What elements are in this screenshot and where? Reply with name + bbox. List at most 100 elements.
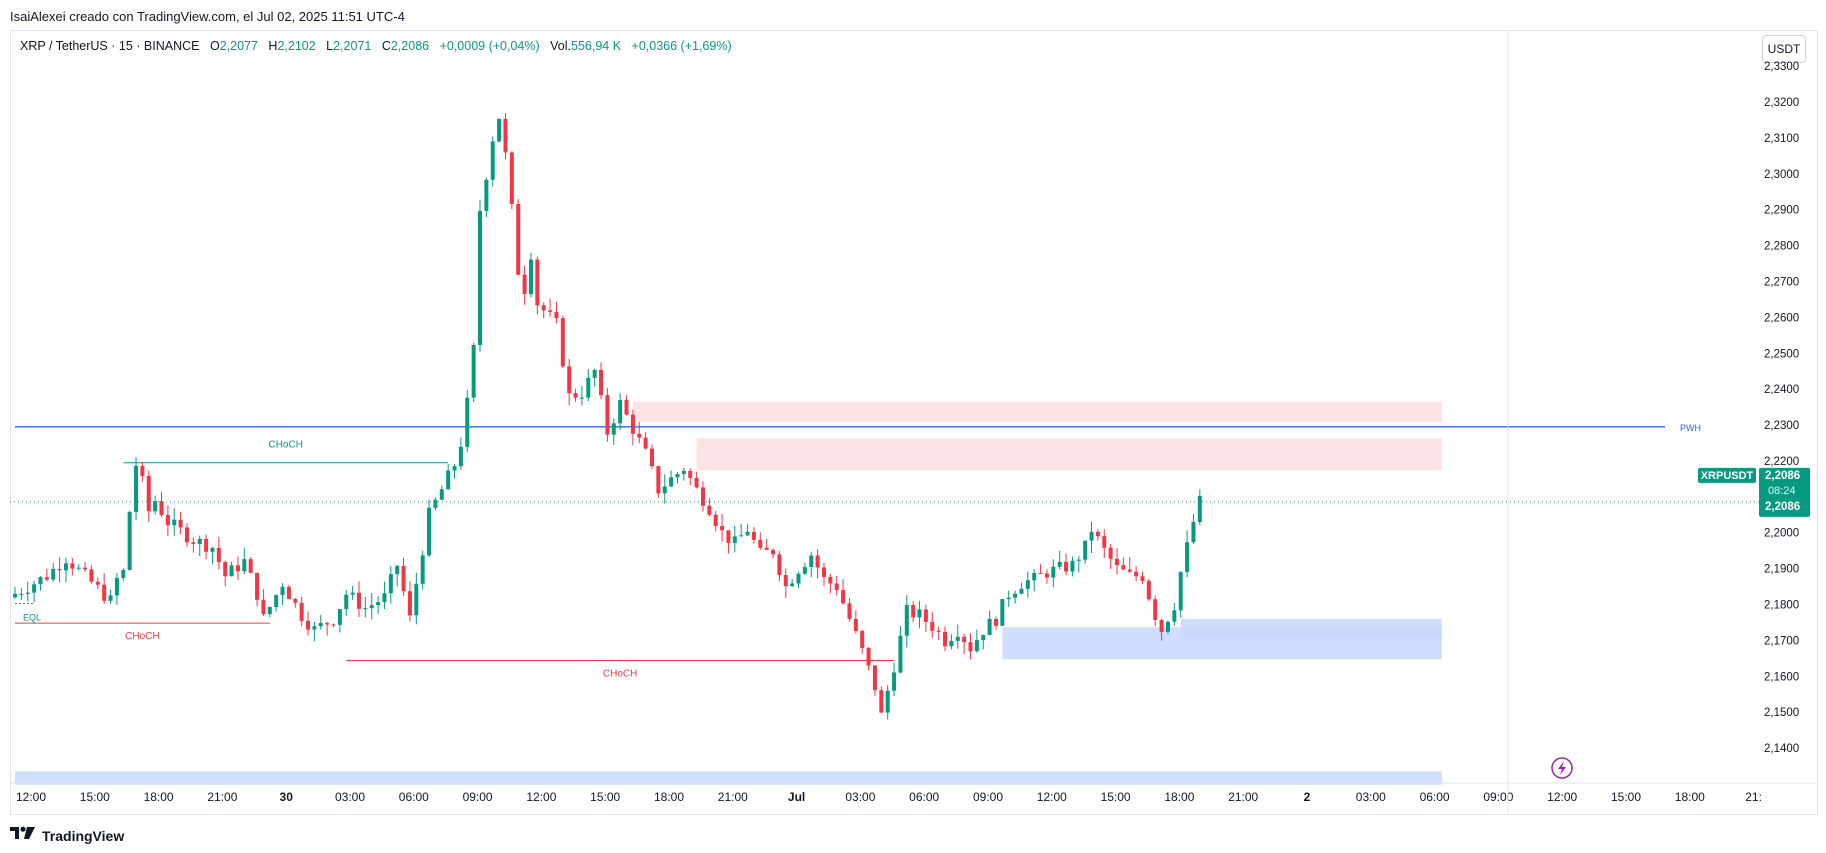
candle-body-14 (102, 584, 107, 601)
x-tick-label: 06:00 (399, 790, 429, 804)
y-tick-label: 2,2800 (1764, 241, 1799, 253)
candle-body-101 (656, 466, 661, 494)
candle-body-171 (1102, 536, 1107, 548)
candle-body-125 (809, 555, 814, 568)
candle-body-120 (777, 554, 782, 575)
x-tick-label: 12:00 (16, 790, 46, 804)
last-price-label: 2,2086 (1765, 470, 1800, 482)
candle-body-126 (815, 555, 820, 568)
currency-selector[interactable]: USDT (1762, 35, 1806, 63)
candle-body-161 (1038, 572, 1043, 574)
candle-body-166 (1070, 560, 1075, 572)
candle-body-110 (713, 514, 718, 527)
candle-body-103 (669, 477, 674, 487)
candle-body-95 (618, 400, 623, 424)
x-tick-label: 09:00 (1483, 790, 1513, 804)
candle-body-89 (579, 397, 584, 399)
candle-body-50 (331, 624, 336, 626)
candle-body-53 (350, 592, 355, 595)
x-tick-label: 18:00 (1164, 790, 1194, 804)
candle-body-106 (688, 470, 693, 478)
candle-body-131 (847, 603, 852, 619)
level-label-eql: EQL (23, 612, 41, 622)
symbol-name[interactable]: XRP / TetherUS · 15 · BINANCE (20, 39, 200, 53)
candle-body-78 (509, 152, 514, 204)
candle-body-19 (134, 465, 139, 512)
x-tick-label: 30 (280, 790, 294, 804)
candle-body-104 (675, 474, 680, 478)
candle-body-68 (446, 470, 451, 490)
candle-body-164 (1057, 561, 1062, 567)
change-value: +0,0009 (+0,04%) (439, 39, 540, 53)
candle-body-86 (560, 318, 565, 367)
candle-body-129 (834, 583, 839, 591)
candle-body-34 (229, 565, 234, 577)
supply-zone-0 (632, 401, 1442, 423)
candle-body-51 (337, 609, 342, 625)
candle-body-182 (1172, 610, 1177, 622)
y-tick-label: 2,1700 (1764, 635, 1799, 647)
brand-name: TradingView (42, 827, 125, 844)
candle-body-108 (700, 487, 705, 506)
lightning-icon (1551, 757, 1573, 779)
candle-body-7 (57, 568, 62, 571)
candle-body-119 (771, 549, 776, 555)
x-tick-label: 21:00 (1228, 790, 1258, 804)
x-tick-label: 12:00 (526, 790, 556, 804)
candle-body-91 (592, 369, 597, 378)
candle-body-67 (439, 489, 444, 500)
candle-body-4 (38, 577, 43, 585)
candle-body-99 (643, 437, 648, 449)
candle-body-181 (1165, 621, 1170, 632)
supply-zone-1 (696, 438, 1442, 471)
countdown-label: 08:24 (1768, 485, 1796, 497)
candle-body-176 (1134, 571, 1139, 577)
candle-body-154 (993, 618, 998, 626)
candle-body-109 (707, 505, 712, 515)
candle-body-54 (356, 592, 361, 609)
y-tick-label: 2,2400 (1764, 384, 1799, 396)
candle-body-139 (898, 635, 903, 673)
x-tick-label: 03:00 (1356, 790, 1386, 804)
candle-body-74 (484, 179, 489, 211)
candle-body-81 (528, 259, 533, 295)
candle-body-15 (108, 595, 113, 601)
candle-body-136 (879, 690, 884, 713)
candle-body-137 (885, 690, 890, 713)
candle-body-146 (943, 631, 948, 647)
candle-body-6 (51, 568, 56, 580)
x-tick-label: 21:00 (718, 790, 748, 804)
candle-body-140 (904, 605, 909, 636)
candle-body-149 (962, 636, 967, 643)
candle-body-170 (1095, 531, 1100, 537)
last-price-box (1759, 467, 1810, 517)
candle-body-60 (395, 565, 400, 575)
candle-body-111 (720, 526, 725, 531)
y-tick-label: 2,2500 (1764, 348, 1799, 360)
candle-body-157 (1013, 593, 1018, 598)
candle-body-150 (968, 642, 973, 652)
candle-body-62 (407, 591, 412, 616)
candle-body-179 (1153, 599, 1158, 621)
candle-body-113 (732, 536, 737, 543)
candle-body-163 (1051, 566, 1056, 578)
volume-value: 556,94 K (571, 39, 622, 53)
symbol-tag-box (1698, 467, 1756, 483)
candle-body-138 (892, 672, 897, 691)
y-tick-label: 2,3200 (1764, 97, 1799, 109)
candle-body-35 (235, 565, 240, 572)
candle-body-31 (210, 547, 215, 552)
candle-body-130 (841, 590, 846, 604)
volume-change: +0,0366 (+1,69%) (631, 39, 732, 53)
y-tick-label: 2,2700 (1764, 276, 1799, 288)
x-tick-label: 15:00 (80, 790, 110, 804)
candle-body-151 (974, 640, 979, 652)
candle-body-162 (1044, 573, 1049, 578)
candle-body-13 (95, 581, 100, 585)
candle-body-82 (535, 259, 540, 306)
candle-body-167 (1076, 559, 1081, 561)
candle-body-63 (414, 583, 419, 616)
candle-body-112 (726, 530, 731, 543)
candle-body-115 (745, 531, 750, 536)
